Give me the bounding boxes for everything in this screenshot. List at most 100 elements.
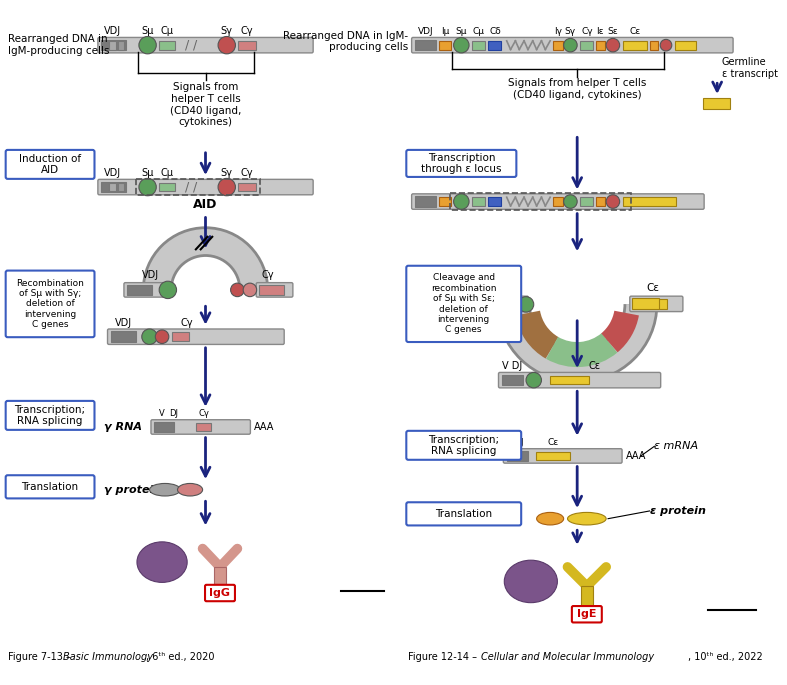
- Bar: [118, 41, 124, 49]
- Text: Signals from helper T cells
(CD40 ligand, cytokines): Signals from helper T cells (CD40 ligand…: [508, 79, 646, 100]
- Text: /: /: [193, 38, 197, 51]
- Text: ε mRNA: ε mRNA: [655, 441, 699, 451]
- Text: Rearranged DNA in
IgM-producing cells: Rearranged DNA in IgM-producing cells: [8, 34, 109, 56]
- Text: Cμ: Cμ: [473, 27, 485, 36]
- Text: Rearranged DNA in IgM-
producing cells: Rearranged DNA in IgM- producing cells: [283, 31, 408, 52]
- Bar: [634, 299, 667, 309]
- Circle shape: [142, 329, 157, 345]
- Circle shape: [218, 178, 235, 196]
- Text: Sγ: Sγ: [220, 26, 233, 36]
- Bar: [136, 179, 260, 195]
- Text: Cε: Cε: [589, 361, 601, 371]
- Text: ε protein: ε protein: [649, 506, 705, 516]
- Circle shape: [519, 297, 534, 312]
- Bar: [415, 196, 436, 207]
- Ellipse shape: [567, 512, 606, 525]
- Circle shape: [453, 38, 469, 53]
- Bar: [214, 567, 226, 584]
- Text: Recombination
of Sμ with Sγ;
deletion of
intervening
C genes: Recombination of Sμ with Sγ; deletion of…: [17, 279, 84, 329]
- Bar: [159, 41, 175, 49]
- Bar: [415, 40, 436, 51]
- FancyBboxPatch shape: [470, 296, 528, 312]
- Text: Figure 7-13 –: Figure 7-13 –: [8, 651, 74, 662]
- Text: Transcription
through ε locus: Transcription through ε locus: [421, 153, 501, 174]
- Text: Cellular and Molecular Immunology: Cellular and Molecular Immunology: [481, 651, 654, 662]
- Text: VDJ: VDJ: [418, 27, 434, 36]
- Text: /: /: [185, 181, 190, 194]
- Bar: [102, 40, 127, 51]
- Bar: [623, 197, 676, 206]
- FancyBboxPatch shape: [6, 401, 94, 430]
- Text: Cε: Cε: [548, 438, 559, 447]
- Text: γ protein: γ protein: [104, 485, 161, 495]
- Bar: [623, 41, 647, 49]
- Text: Translation: Translation: [435, 509, 493, 519]
- Bar: [473, 299, 494, 309]
- FancyBboxPatch shape: [572, 606, 602, 623]
- Bar: [580, 41, 593, 49]
- Ellipse shape: [537, 512, 563, 525]
- Text: Cγ: Cγ: [581, 27, 593, 36]
- Bar: [703, 98, 730, 110]
- FancyBboxPatch shape: [98, 179, 313, 195]
- Text: Cε: Cε: [630, 27, 641, 36]
- Text: Basic Immunology: Basic Immunology: [63, 651, 153, 662]
- Text: Transcription;
RNA splicing: Transcription; RNA splicing: [428, 434, 499, 456]
- Bar: [238, 41, 256, 49]
- Bar: [553, 41, 563, 49]
- Circle shape: [606, 38, 619, 52]
- Ellipse shape: [137, 542, 187, 582]
- Bar: [649, 41, 658, 49]
- Text: , 6ᵗʰ ed., 2020: , 6ᵗʰ ed., 2020: [146, 651, 214, 662]
- Bar: [550, 376, 589, 384]
- FancyBboxPatch shape: [151, 420, 250, 434]
- Bar: [159, 183, 175, 191]
- Text: Sγ: Sγ: [220, 168, 233, 178]
- Text: Germline
ε transcript: Germline ε transcript: [722, 58, 778, 79]
- Ellipse shape: [178, 484, 202, 496]
- Text: VDJ: VDJ: [508, 438, 524, 447]
- Text: Cγ: Cγ: [261, 271, 274, 280]
- Bar: [238, 183, 256, 191]
- FancyBboxPatch shape: [6, 271, 94, 337]
- FancyBboxPatch shape: [406, 150, 516, 177]
- Bar: [102, 182, 127, 192]
- Ellipse shape: [150, 484, 180, 496]
- Circle shape: [453, 194, 469, 210]
- FancyBboxPatch shape: [108, 329, 284, 345]
- Bar: [196, 423, 211, 431]
- FancyBboxPatch shape: [412, 38, 733, 53]
- Text: Cleavage and
recombination
of Sμ with Sε;
deletion of
intervening
C genes: Cleavage and recombination of Sμ with Sε…: [431, 273, 497, 334]
- Bar: [581, 586, 593, 606]
- Circle shape: [218, 36, 235, 54]
- Text: VDJ: VDJ: [104, 168, 121, 178]
- Text: Iε: Iε: [597, 27, 604, 36]
- Bar: [507, 451, 528, 461]
- Bar: [597, 197, 605, 206]
- Text: Cγ: Cγ: [180, 318, 193, 327]
- FancyBboxPatch shape: [124, 283, 172, 297]
- Text: Cγ: Cγ: [198, 409, 209, 419]
- Text: V DJ: V DJ: [478, 304, 498, 314]
- Text: /: /: [185, 38, 190, 51]
- Ellipse shape: [504, 560, 557, 603]
- Bar: [632, 297, 660, 309]
- Bar: [553, 197, 563, 206]
- Bar: [154, 422, 174, 432]
- Text: Sμ: Sμ: [456, 27, 467, 36]
- FancyBboxPatch shape: [6, 150, 94, 179]
- Text: IgE: IgE: [577, 609, 597, 619]
- Bar: [127, 285, 153, 295]
- Bar: [109, 41, 116, 49]
- Text: Sμ: Sμ: [142, 168, 153, 178]
- Text: VDJ: VDJ: [142, 271, 159, 280]
- Circle shape: [155, 330, 169, 343]
- Circle shape: [231, 283, 244, 297]
- Text: Iμ: Iμ: [498, 280, 508, 290]
- Text: Induction of
AID: Induction of AID: [19, 153, 81, 175]
- FancyBboxPatch shape: [412, 194, 704, 210]
- Text: VDJ: VDJ: [104, 26, 121, 36]
- FancyBboxPatch shape: [6, 475, 94, 499]
- FancyBboxPatch shape: [406, 431, 521, 460]
- FancyBboxPatch shape: [205, 585, 235, 601]
